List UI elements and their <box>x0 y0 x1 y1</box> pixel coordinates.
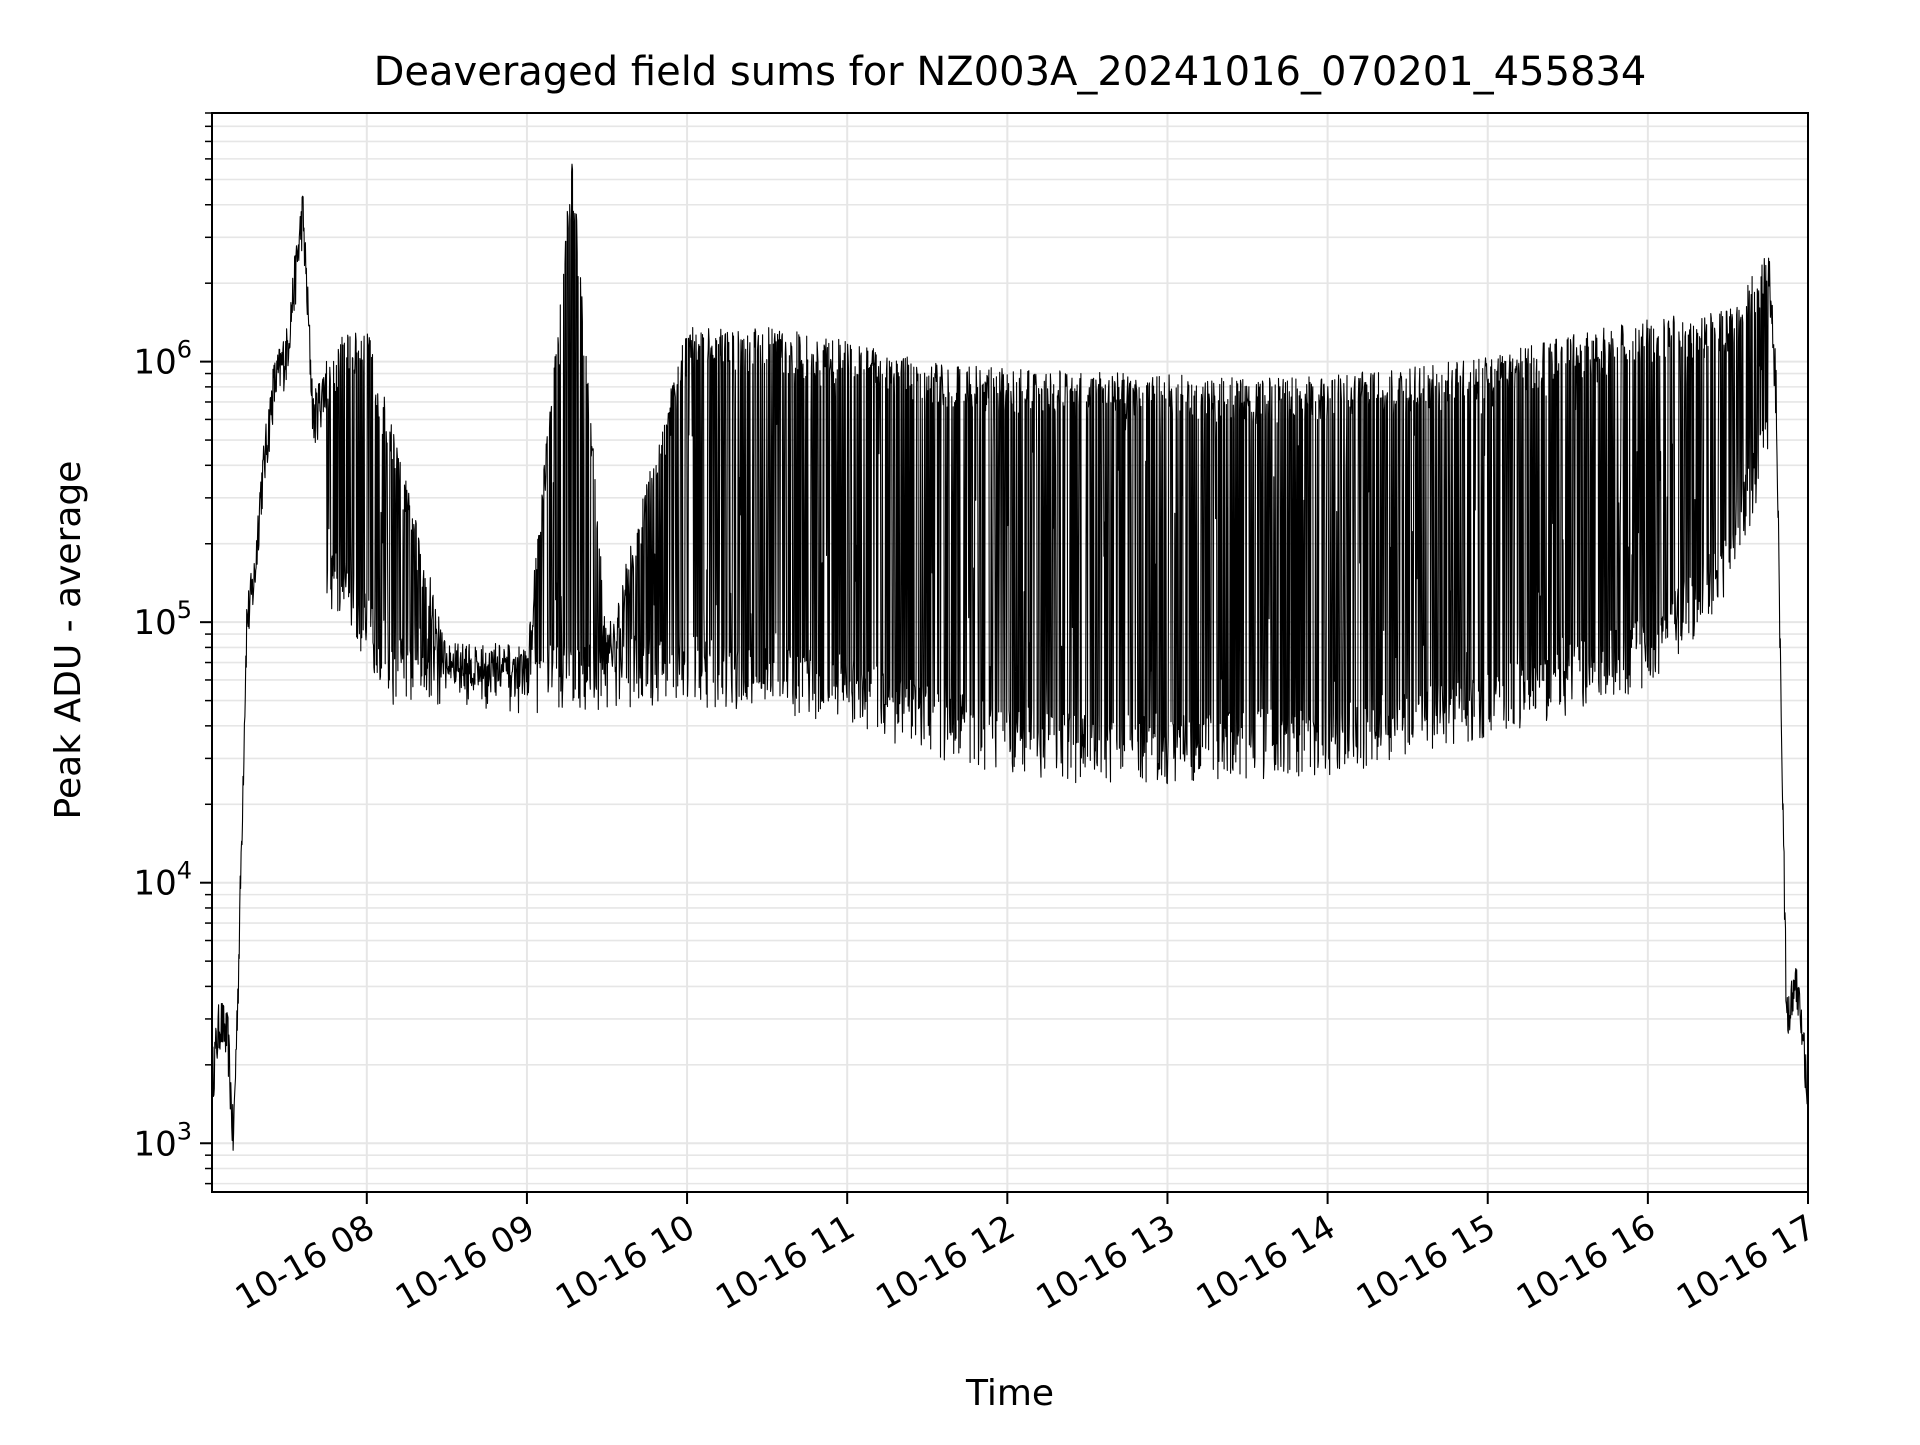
y-axis-label: Peak ADU - average <box>48 461 89 820</box>
chart-title: Deaveraged field sums for NZ003A_2024101… <box>374 49 1647 95</box>
x-tick-label: 10-16 17 <box>1670 1207 1822 1318</box>
x-tick-label: 10-16 08 <box>229 1207 381 1318</box>
x-tick-label: 10-16 12 <box>869 1207 1021 1318</box>
plot-area <box>212 159 1808 1150</box>
y-tick-label: 104 <box>133 857 192 904</box>
y-tick-label: 103 <box>133 1117 192 1164</box>
y-tick-label: 105 <box>133 596 192 643</box>
y-tick-label: 106 <box>133 336 192 383</box>
x-tick-label: 10-16 09 <box>389 1207 541 1318</box>
x-tick-label: 10-16 15 <box>1350 1207 1502 1318</box>
x-tick-label: 10-16 13 <box>1030 1207 1182 1318</box>
x-tick-label: 10-16 16 <box>1510 1207 1662 1318</box>
data-line <box>212 164 1808 1150</box>
x-tick-label: 10-16 14 <box>1190 1207 1342 1318</box>
x-tick-label: 10-16 11 <box>709 1207 861 1318</box>
x-tick-label: 10-16 10 <box>549 1207 701 1318</box>
y-axis: 103 104 105 106 <box>133 113 212 1184</box>
x-axis-label: Time <box>965 1373 1054 1414</box>
